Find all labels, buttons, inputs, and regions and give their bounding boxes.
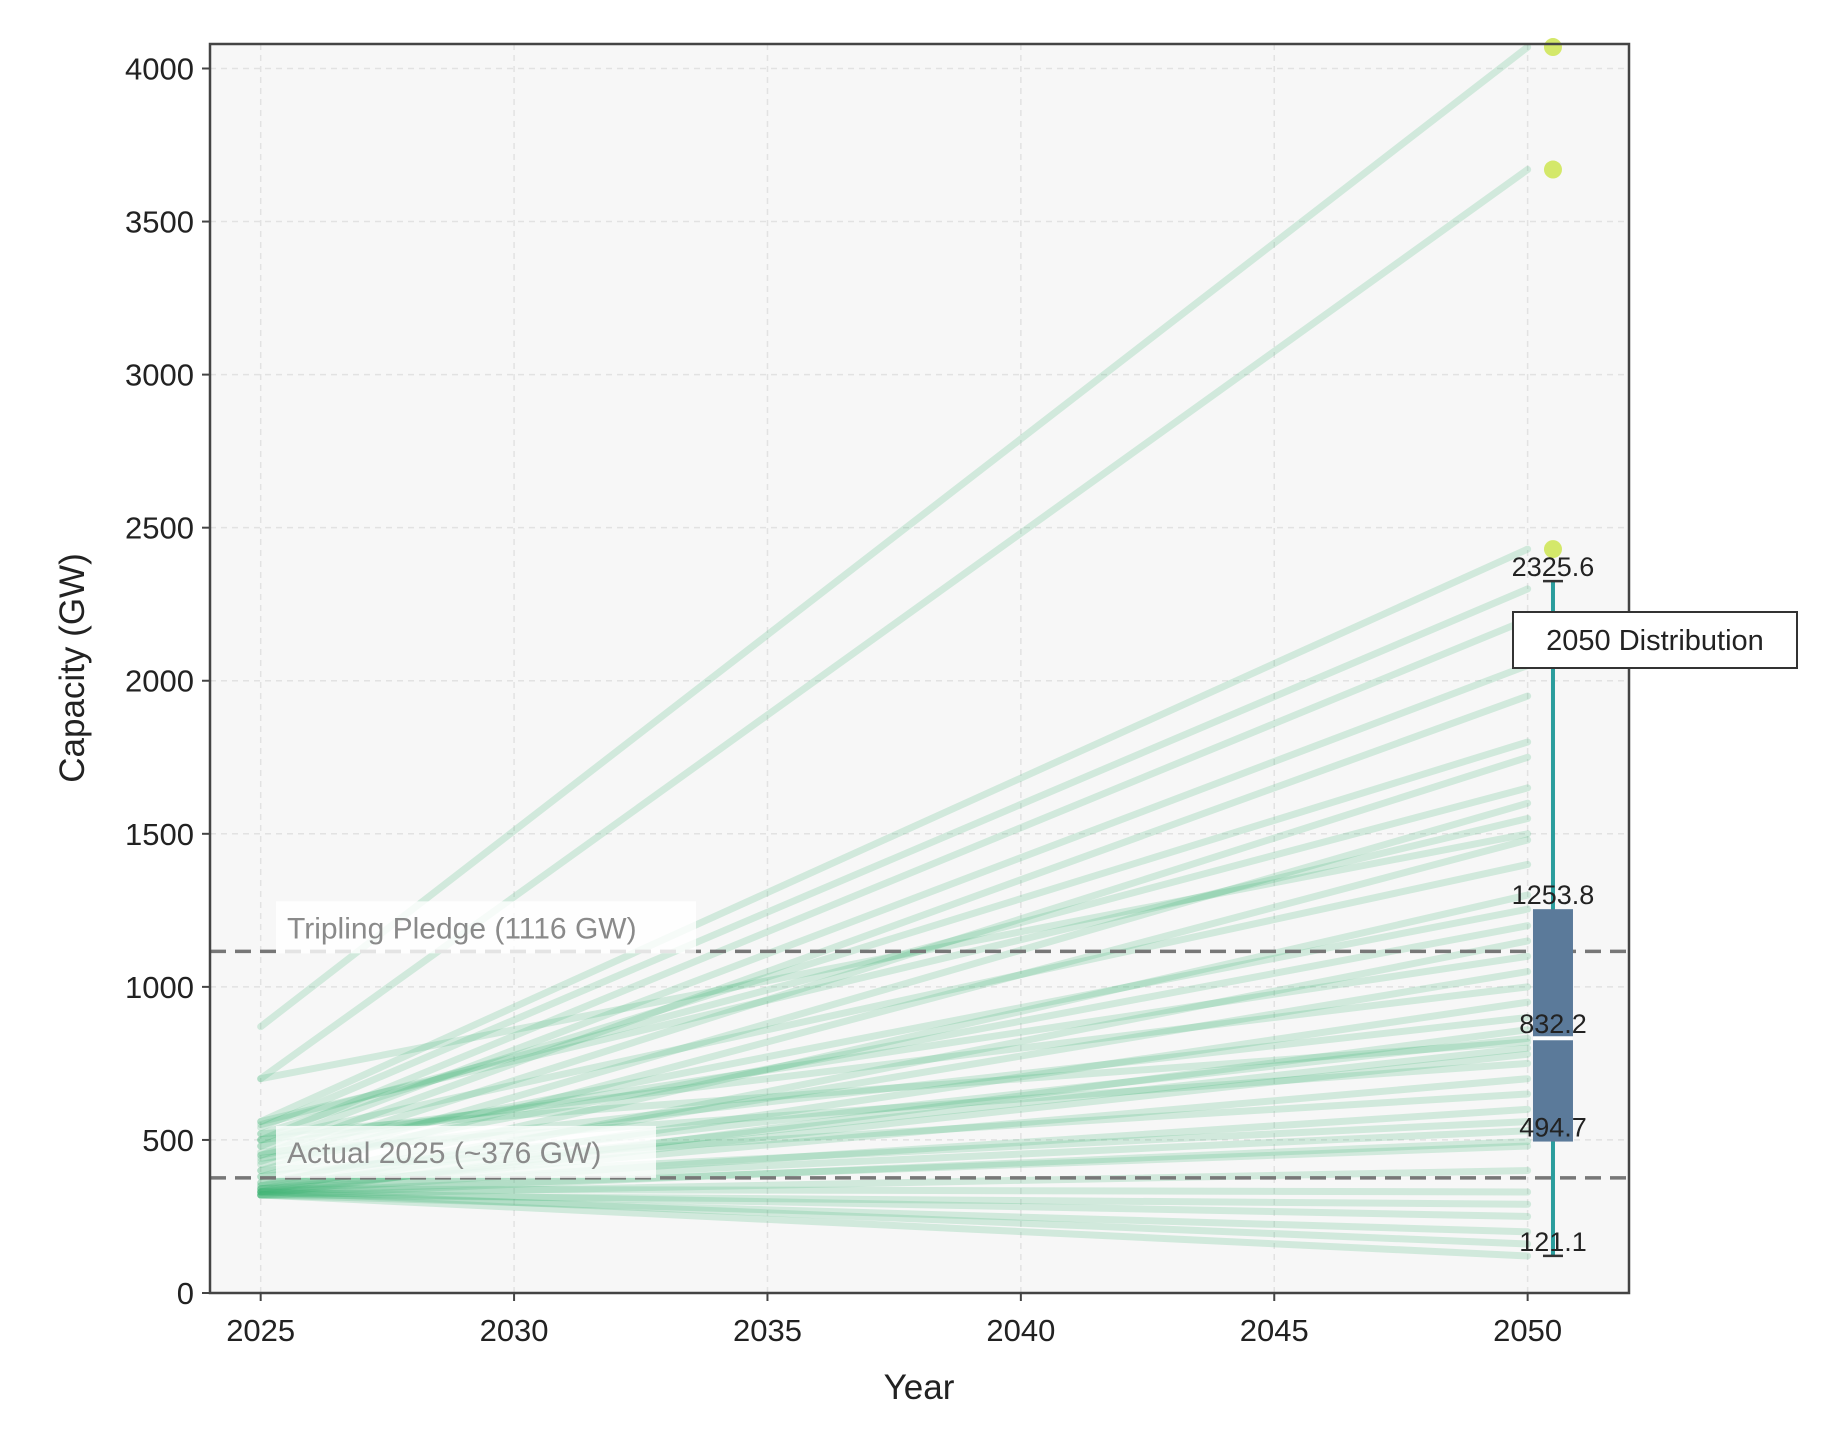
trajectory-line: [257, 1191, 1532, 1236]
trajectory-line: [257, 1038, 1532, 1138]
y-tick-label: 500: [142, 1123, 194, 1158]
trajectory-line: [257, 836, 1532, 1181]
x-tick-label: 2035: [733, 1313, 802, 1348]
trajectories: [257, 43, 1532, 1260]
y-axis-label: Capacity (GW): [53, 553, 92, 782]
trajectory-line: [257, 952, 1532, 1150]
boxplot-labels: 2325.6 1253.8 832.2 494.7 121.1 2050 Distribu…: [1512, 552, 1798, 1257]
reference-label-box: [276, 1125, 656, 1178]
boxplot-box: [1532, 909, 1573, 1142]
y-tick-label: 3500: [125, 205, 194, 240]
reference-lines: Tripling Pledge (1116 GW) Actual 2025 (~3…: [210, 901, 1629, 1180]
y-tick-label: 2000: [125, 664, 194, 699]
trajectory-line: [257, 738, 1532, 1138]
distribution-label-box: [1512, 611, 1798, 669]
trajectory-line: [257, 1137, 1532, 1199]
x-tick-label: 2045: [1240, 1313, 1309, 1348]
outlier-point: [1543, 160, 1562, 179]
x-tick-label: 2030: [480, 1313, 549, 1348]
trajectory-line: [257, 616, 1532, 1144]
outlier-point: [1543, 540, 1562, 559]
y-tick-label: 1500: [125, 817, 194, 852]
trajectory-line: [257, 43, 1532, 1031]
trajectory-line: [257, 983, 1532, 1144]
trajectory-line: [257, 784, 1532, 1129]
y-tick-label: 3000: [125, 358, 194, 393]
trajectory-line: [257, 1191, 1532, 1260]
plot-background: [210, 44, 1629, 1293]
y-tick-label: 1000: [125, 970, 194, 1005]
trajectory-line: [257, 1142, 1532, 1196]
trajectory-line: [257, 922, 1532, 1168]
y-tick-label: 4000: [125, 51, 194, 86]
trajectory-line: [257, 1191, 1532, 1208]
boxplot: [1532, 38, 1573, 1258]
reference-label: Tripling Pledge (1116 GW): [287, 912, 637, 945]
boxplot-stat-label: 494.7: [1519, 1113, 1587, 1143]
trajectory-line: [257, 1167, 1532, 1199]
trajectory-line: [257, 830, 1532, 1083]
boxplot-stat-label: 832.2: [1519, 1009, 1587, 1039]
y-tick-label: 0: [177, 1276, 194, 1311]
trajectory-line: [257, 661, 1532, 1150]
trajectory-line: [257, 1188, 1532, 1248]
boxplot-stat-label: 2325.6: [1512, 552, 1595, 582]
x-tick-label: 2040: [986, 1313, 1055, 1348]
boxplot-stat-label: 1253.8: [1512, 880, 1595, 910]
trajectory-line: [257, 815, 1532, 1126]
axis-ticks: 2025 2030 2035 2040 2045 2050 0 500 1000 1500 2000…: [125, 51, 1562, 1348]
boxplot-stat-label: 121.1: [1519, 1227, 1587, 1257]
x-axis-label: Year: [884, 1368, 955, 1407]
trajectory-line: [257, 545, 1532, 1126]
trajectory-line: [257, 585, 1532, 1132]
reference-label: Actual 2025 (~376 GW): [287, 1137, 601, 1170]
trajectory-line: [257, 860, 1532, 1144]
y-tick-label: 2500: [125, 511, 194, 546]
trajectory-line: [257, 1185, 1532, 1196]
trajectory-line: [257, 753, 1532, 1165]
x-tick-label: 2025: [226, 1313, 295, 1348]
reference-label-box: [276, 901, 696, 954]
distribution-label: 2050 Distribution: [1546, 625, 1764, 657]
x-tick-label: 2050: [1493, 1313, 1562, 1348]
trajectory-line: [257, 692, 1532, 1159]
outlier-point: [1543, 38, 1562, 57]
trajectory-line: [257, 1188, 1532, 1220]
trajectory-line: [257, 799, 1532, 1175]
